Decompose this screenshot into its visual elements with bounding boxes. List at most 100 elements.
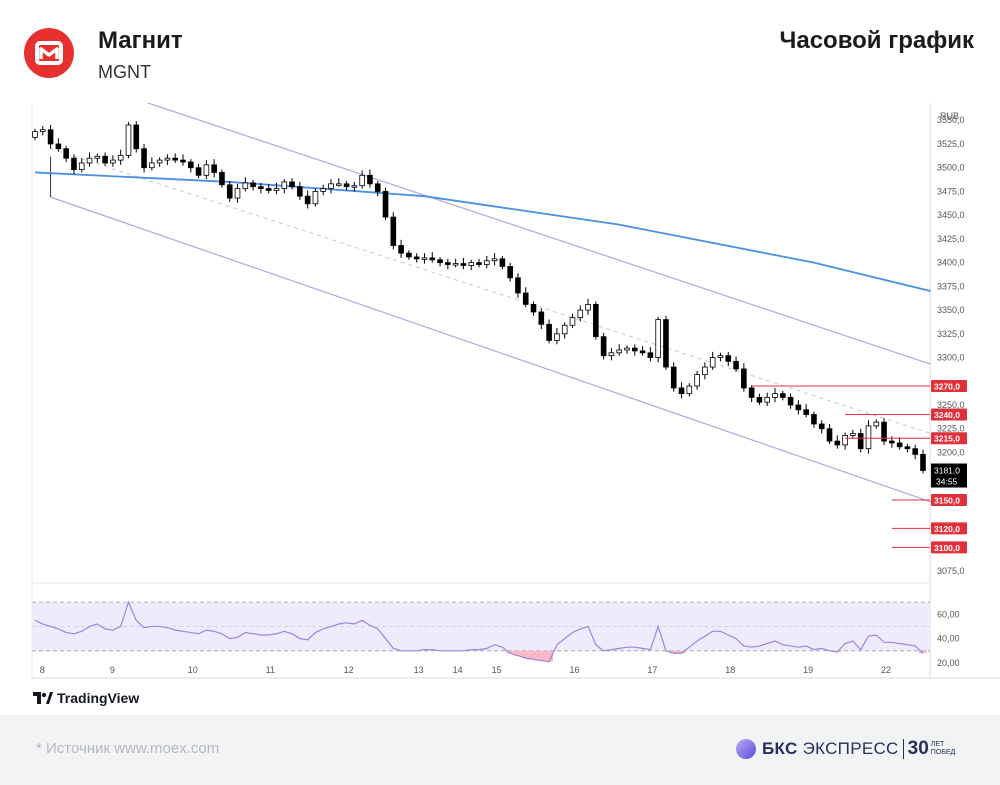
candle-body xyxy=(390,216,397,246)
candle-body xyxy=(857,433,864,450)
candle-body xyxy=(811,414,817,425)
candle-body xyxy=(850,433,856,436)
y-tick-label: 3450,0 xyxy=(937,210,965,220)
x-tick-label: 16 xyxy=(569,665,579,675)
candle-body xyxy=(374,183,381,192)
candle-body xyxy=(530,303,537,313)
candle-body xyxy=(328,183,334,189)
candle-body xyxy=(219,172,225,186)
candle-body xyxy=(631,347,638,352)
candle-body xyxy=(647,352,654,358)
candle-body xyxy=(515,277,521,294)
candle-body xyxy=(281,181,288,189)
rsi-line xyxy=(34,600,924,663)
last-price-tag xyxy=(931,463,967,488)
candle-body xyxy=(772,393,778,398)
bcs-brand-2: ЭКСПРЕСС xyxy=(802,739,899,758)
candle-body xyxy=(639,350,646,354)
candle-body xyxy=(787,397,794,406)
candle-body xyxy=(149,162,155,169)
rsi-oversold-fill xyxy=(545,650,553,662)
candle-body xyxy=(250,182,256,188)
currency-label: RUB xyxy=(940,111,959,121)
candle-body xyxy=(164,157,171,161)
x-tick-label: 9 xyxy=(110,665,115,675)
candle-body xyxy=(452,263,459,266)
x-tick-label: 8 xyxy=(40,665,45,675)
candle-body xyxy=(320,188,327,192)
candle-body xyxy=(413,256,420,260)
candle-body xyxy=(678,387,685,395)
x-tick-label: 13 xyxy=(414,665,424,675)
y-tick-label: 3400,0 xyxy=(937,258,965,268)
x-tick-label: 14 xyxy=(453,665,463,675)
candle-body xyxy=(258,186,264,189)
candle-body xyxy=(55,143,62,150)
candle-body xyxy=(367,174,373,185)
candle-body xyxy=(297,186,303,197)
candle-body xyxy=(234,188,241,199)
x-tick-label: 12 xyxy=(344,665,354,675)
bcs-years-2: ПОБЕД xyxy=(930,749,956,756)
rsi-tick-label: 20,00 xyxy=(937,658,960,668)
channel-middle-line xyxy=(50,148,931,434)
company-name: Магнит xyxy=(98,27,183,54)
candle-body xyxy=(343,183,350,188)
candle-body xyxy=(398,245,404,254)
candle-body xyxy=(47,129,54,145)
candle-body xyxy=(818,423,825,430)
level-tag xyxy=(931,432,967,445)
candle-body xyxy=(78,162,85,170)
candle-body xyxy=(445,262,451,265)
candle-body xyxy=(406,252,412,258)
y-tick-label: 3200,0 xyxy=(937,447,965,457)
candle-body xyxy=(904,446,911,450)
candle-body xyxy=(920,453,926,471)
candle-body xyxy=(491,258,498,262)
candle-body xyxy=(748,387,755,398)
candle-body xyxy=(273,188,280,191)
y-tick-label: 3300,0 xyxy=(937,353,965,363)
candle-body xyxy=(304,195,311,205)
candle-body xyxy=(226,184,233,199)
candle-body xyxy=(896,442,903,448)
chart-kind-title: Часовой график xyxy=(779,27,974,54)
candle-body xyxy=(110,159,116,164)
candle-body xyxy=(180,159,186,163)
moving-average-line xyxy=(34,171,932,292)
candle-body xyxy=(709,357,716,368)
candle-body xyxy=(117,154,124,161)
y-tick-label: 3550,0 xyxy=(937,115,965,125)
candle-body xyxy=(71,157,77,170)
y-tick-label: 3475,0 xyxy=(937,186,965,196)
candle-body xyxy=(359,174,365,187)
level-tag xyxy=(931,541,967,554)
candle-body xyxy=(483,260,490,265)
bcs-mark-icon xyxy=(736,739,756,759)
candle-body xyxy=(195,167,202,176)
candle-body xyxy=(865,425,872,450)
candle-body xyxy=(889,440,895,444)
chart-panel: RUB 3550,0 3525,0 3500,0 3475,0 3450,0 3425,0 3… xyxy=(0,103,1000,715)
rsi-oversold-fill xyxy=(529,650,538,660)
candle-body xyxy=(593,303,599,338)
candle-body xyxy=(585,303,591,311)
x-tick-label: 17 xyxy=(647,665,657,675)
candle-body xyxy=(133,124,140,150)
candle-body xyxy=(32,131,38,138)
candle-body xyxy=(873,421,880,427)
x-tick-label: 15 xyxy=(492,665,502,675)
candle-body xyxy=(733,360,739,370)
candle-body xyxy=(476,262,482,265)
y-tick-label: 3525,0 xyxy=(937,139,965,149)
candle-body xyxy=(655,319,661,358)
candle-body xyxy=(382,191,389,218)
y-tick-label: 3500,0 xyxy=(937,163,965,173)
tradingview-label: TradingView xyxy=(57,690,140,706)
candle-body xyxy=(437,259,443,264)
candle-body xyxy=(351,185,358,188)
rsi-oversold-fill xyxy=(537,650,546,661)
header: Магнит MGNT Часовой график xyxy=(0,0,1000,103)
candle-body xyxy=(600,336,607,357)
